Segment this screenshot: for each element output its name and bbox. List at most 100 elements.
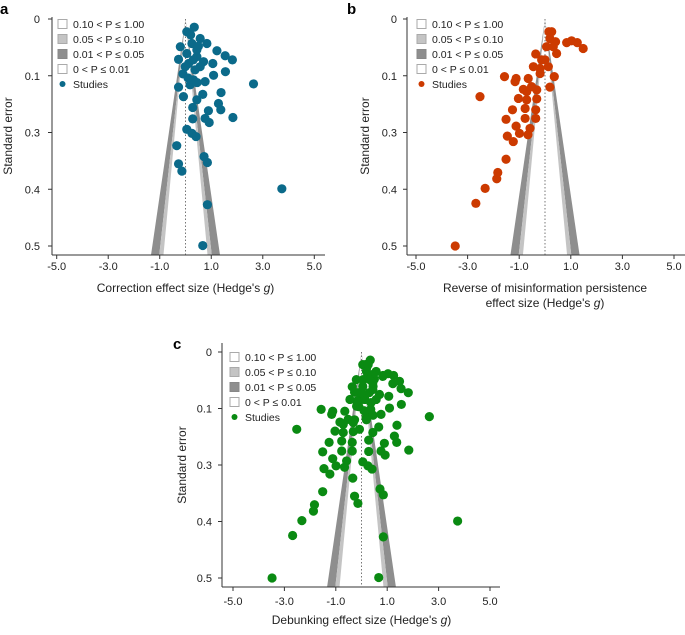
study-point: [202, 38, 212, 49]
panel-letter: a: [0, 1, 9, 18]
funnel-band-p05-10: [159, 19, 186, 256]
study-point: [188, 55, 198, 65]
study-point: [396, 384, 406, 394]
study-point: [380, 450, 390, 460]
study-point: [453, 516, 463, 526]
study-point: [545, 82, 555, 92]
panel-b: -5.0 -3.0 -1.0 1.0 3.0 5.0 0 0.1 0.3 0.4 0.5 Standa…: [347, 1, 685, 310]
study-point: [378, 532, 388, 542]
y-axis-label: Standard error: [1, 97, 15, 174]
study-point: [502, 131, 512, 141]
study-point: [347, 446, 357, 456]
x-tick-label: -1.0: [326, 596, 345, 608]
study-point: [204, 117, 214, 128]
study-point: [328, 454, 338, 464]
x-tick-label: 1.0: [563, 261, 578, 273]
study-point: [227, 55, 237, 65]
y-tick-label: 0.3: [382, 128, 397, 140]
study-point: [172, 141, 182, 151]
study-point: [318, 487, 328, 497]
study-point: [316, 404, 326, 415]
study-point: [523, 130, 533, 140]
study-point: [340, 406, 350, 416]
y-tick-label: 0.1: [25, 71, 40, 83]
study-point: [396, 399, 406, 410]
x-tick-label: -3.0: [99, 261, 118, 273]
legend-label: 0.01 < P ≤ 0.05: [245, 382, 316, 394]
funnel-band-p01-05: [150, 19, 186, 256]
study-point: [480, 183, 490, 193]
study-point: [347, 437, 357, 447]
y-tick-label: 0.3: [25, 128, 40, 140]
legend-label: 0.05 < P ≤ 0.10: [432, 34, 503, 46]
study-point: [379, 438, 389, 448]
study-point: [361, 415, 371, 425]
study-point: [190, 65, 200, 75]
x-axis-label-line1: Reverse of misinformation persistence: [443, 281, 647, 295]
x-tick-label: 1.0: [380, 596, 395, 608]
panel-letter: b: [347, 1, 356, 18]
legend-swatch: [416, 49, 427, 59]
study-point: [173, 159, 184, 169]
x-tick-label: 1.0: [204, 261, 219, 273]
study-point: [337, 446, 347, 456]
study-point: [192, 95, 202, 105]
study-point: [182, 48, 192, 59]
legend-label: 0.01 < P ≤ 0.05: [73, 49, 144, 61]
study-point: [267, 573, 277, 583]
x-axis-label: effect size (Hedge's g): [486, 296, 605, 310]
x-tick-label: -3.0: [275, 596, 294, 608]
study-point: [188, 114, 198, 124]
legend-swatch: [229, 367, 240, 377]
study-point: [501, 154, 511, 164]
y-tick-label: 0.5: [25, 241, 40, 253]
x-tick-label: 5.0: [666, 261, 681, 273]
legend-swatch: [229, 352, 240, 362]
x-tick-label: -5.0: [407, 261, 426, 273]
funnel-band-p05-10: [545, 19, 572, 256]
study-point: [288, 530, 298, 541]
funnel-band-p05-10: [361, 352, 388, 588]
study-point: [540, 55, 550, 65]
study-point: [531, 113, 541, 124]
study-point: [532, 94, 542, 104]
x-axis-label-part: Correction effect size (Hedge's: [97, 281, 264, 295]
legend-label: Studies: [432, 79, 467, 91]
study-point: [220, 51, 230, 61]
y-tick-label: 0.4: [197, 517, 212, 529]
study-point: [173, 54, 184, 65]
study-point: [378, 490, 388, 500]
study-point: [308, 506, 319, 516]
study-point: [319, 464, 329, 474]
legend-swatch: [57, 19, 68, 29]
y-axis-label: Standard error: [175, 426, 189, 503]
study-point: [248, 79, 259, 89]
study-point: [394, 376, 405, 386]
legend-label: 0.10 < P ≤ 1.00: [432, 19, 503, 31]
study-point: [175, 42, 185, 52]
legend-label: Studies: [73, 79, 108, 91]
study-point: [520, 113, 530, 124]
legend-studies-dot: [418, 81, 425, 87]
legend-swatch: [416, 64, 427, 74]
legend-studies-dot: [59, 81, 66, 87]
x-tick-label: 5.0: [482, 596, 497, 608]
study-point: [510, 77, 520, 87]
study-point: [202, 200, 212, 210]
y-tick-label: 0: [391, 14, 397, 26]
study-point: [348, 473, 358, 483]
study-point: [208, 70, 219, 80]
study-point: [338, 427, 348, 438]
legend-label: 0 < P ≤ 0.01: [432, 64, 489, 76]
study-point: [392, 420, 402, 430]
legend-label: 0.10 < P ≤ 1.00: [245, 352, 316, 364]
legend-label: 0.01 < P ≤ 0.05: [432, 49, 503, 61]
legend-label: Studies: [245, 412, 280, 424]
x-tick-label: 3.0: [431, 596, 446, 608]
study-point: [404, 445, 414, 455]
study-point: [471, 198, 481, 208]
study-point: [366, 404, 376, 415]
study-point: [508, 136, 518, 147]
legend-swatch: [57, 64, 68, 74]
study-point: [531, 49, 541, 59]
